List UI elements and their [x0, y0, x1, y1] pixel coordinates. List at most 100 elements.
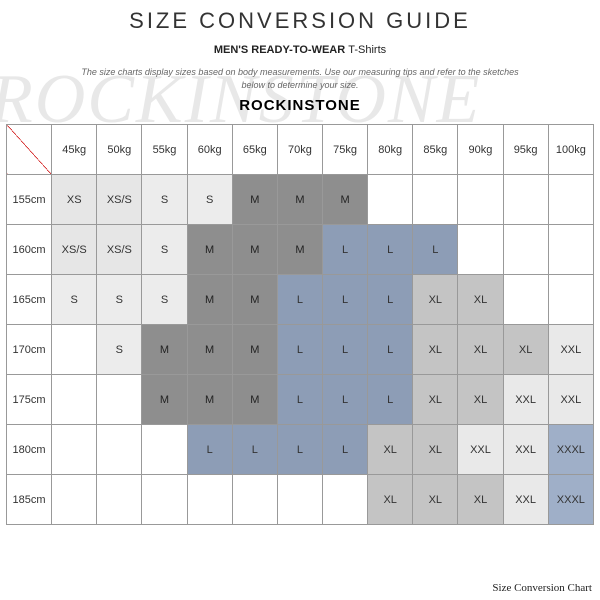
size-cell: [232, 475, 277, 525]
caption: Size Conversion Chart: [492, 582, 592, 594]
size-cell: L: [232, 425, 277, 475]
corner-cell: [7, 125, 52, 175]
size-cell: XL: [503, 325, 548, 375]
col-header: 100kg: [548, 125, 593, 175]
table-row: 170cmSMMMLLLXLXLXLXXL: [7, 325, 594, 375]
size-cell: XXXL: [548, 425, 593, 475]
brand-name: ROCKINSTONE: [0, 97, 600, 114]
size-cell: [458, 225, 503, 275]
size-cell: XXL: [503, 375, 548, 425]
size-cell: XL: [368, 425, 413, 475]
size-cell: XL: [368, 475, 413, 525]
subtitle-item: T-Shirts: [348, 44, 386, 56]
size-cell: M: [277, 225, 322, 275]
size-cell: M: [187, 325, 232, 375]
col-header: 60kg: [187, 125, 232, 175]
size-cell: L: [277, 275, 322, 325]
size-cell: [52, 425, 97, 475]
row-header: 180cm: [7, 425, 52, 475]
size-cell: XXL: [503, 475, 548, 525]
size-cell: XL: [458, 375, 503, 425]
col-header: 45kg: [52, 125, 97, 175]
col-header: 55kg: [142, 125, 187, 175]
row-header: 175cm: [7, 375, 52, 425]
table-row: 160cmXS/SXS/SSMMMLLL: [7, 225, 594, 275]
size-cell: S: [142, 225, 187, 275]
table-row: 155cmXSXS/SSSMMM: [7, 175, 594, 225]
size-cell: [142, 425, 187, 475]
table-row: 165cmSSSMMLLLXLXL: [7, 275, 594, 325]
size-cell: [97, 475, 142, 525]
size-cell: [503, 175, 548, 225]
size-cell: L: [322, 275, 367, 325]
size-cell: M: [142, 375, 187, 425]
subtitle-prefix: MEN'S READY-TO-WEAR: [214, 44, 348, 56]
col-header: 75kg: [322, 125, 367, 175]
col-header: 80kg: [368, 125, 413, 175]
col-header: 90kg: [458, 125, 503, 175]
size-cell: [97, 375, 142, 425]
size-cell: L: [368, 275, 413, 325]
size-cell: L: [277, 325, 322, 375]
size-cell: L: [368, 375, 413, 425]
size-cell: [52, 325, 97, 375]
table-body: 155cmXSXS/SSSMMM160cmXS/SXS/SSMMMLLL165c…: [7, 175, 594, 525]
size-cell: M: [232, 275, 277, 325]
size-table-container: 45kg50kg55kg60kg65kg70kg75kg80kg85kg90kg…: [6, 124, 594, 525]
size-cell: XXL: [548, 375, 593, 425]
size-cell: [52, 375, 97, 425]
table-header-row: 45kg50kg55kg60kg65kg70kg75kg80kg85kg90kg…: [7, 125, 594, 175]
size-cell: XS/S: [97, 225, 142, 275]
size-cell: S: [187, 175, 232, 225]
size-cell: L: [322, 225, 367, 275]
size-cell: M: [232, 175, 277, 225]
size-cell: [548, 275, 593, 325]
size-cell: XL: [413, 275, 458, 325]
subtitle: MEN'S READY-TO-WEAR T-Shirts: [0, 44, 600, 56]
size-cell: [548, 175, 593, 225]
table-row: 175cmMMMLLLXLXLXXLXXL: [7, 375, 594, 425]
size-cell: L: [368, 225, 413, 275]
row-header: 165cm: [7, 275, 52, 325]
size-cell: M: [277, 175, 322, 225]
size-cell: [458, 175, 503, 225]
col-header: 95kg: [503, 125, 548, 175]
table-row: 180cmLLLLXLXLXXLXXLXXXL: [7, 425, 594, 475]
row-header: 185cm: [7, 475, 52, 525]
size-cell: S: [142, 175, 187, 225]
row-header: 155cm: [7, 175, 52, 225]
size-cell: M: [232, 325, 277, 375]
size-cell: M: [187, 275, 232, 325]
size-cell: XS: [52, 175, 97, 225]
col-header: 65kg: [232, 125, 277, 175]
size-cell: L: [368, 325, 413, 375]
size-cell: XL: [413, 375, 458, 425]
size-cell: XL: [458, 475, 503, 525]
size-cell: S: [97, 325, 142, 375]
size-cell: [277, 475, 322, 525]
size-cell: M: [232, 375, 277, 425]
size-cell: M: [232, 225, 277, 275]
size-cell: XS/S: [52, 225, 97, 275]
size-cell: S: [142, 275, 187, 325]
size-cell: [503, 225, 548, 275]
size-conversion-table: 45kg50kg55kg60kg65kg70kg75kg80kg85kg90kg…: [6, 124, 594, 525]
size-cell: L: [277, 425, 322, 475]
page-title: SIZE CONVERSION GUIDE: [0, 8, 600, 34]
col-header: 85kg: [413, 125, 458, 175]
size-cell: XXXL: [548, 475, 593, 525]
size-cell: XXL: [548, 325, 593, 375]
size-cell: L: [322, 375, 367, 425]
size-cell: M: [322, 175, 367, 225]
size-cell: S: [97, 275, 142, 325]
col-header: 70kg: [277, 125, 322, 175]
size-cell: [548, 225, 593, 275]
row-header: 160cm: [7, 225, 52, 275]
size-cell: M: [187, 375, 232, 425]
description: The size charts display sizes based on b…: [75, 66, 525, 91]
size-cell: XL: [413, 475, 458, 525]
size-cell: [97, 425, 142, 475]
size-cell: [368, 175, 413, 225]
size-cell: [142, 475, 187, 525]
size-cell: L: [322, 425, 367, 475]
